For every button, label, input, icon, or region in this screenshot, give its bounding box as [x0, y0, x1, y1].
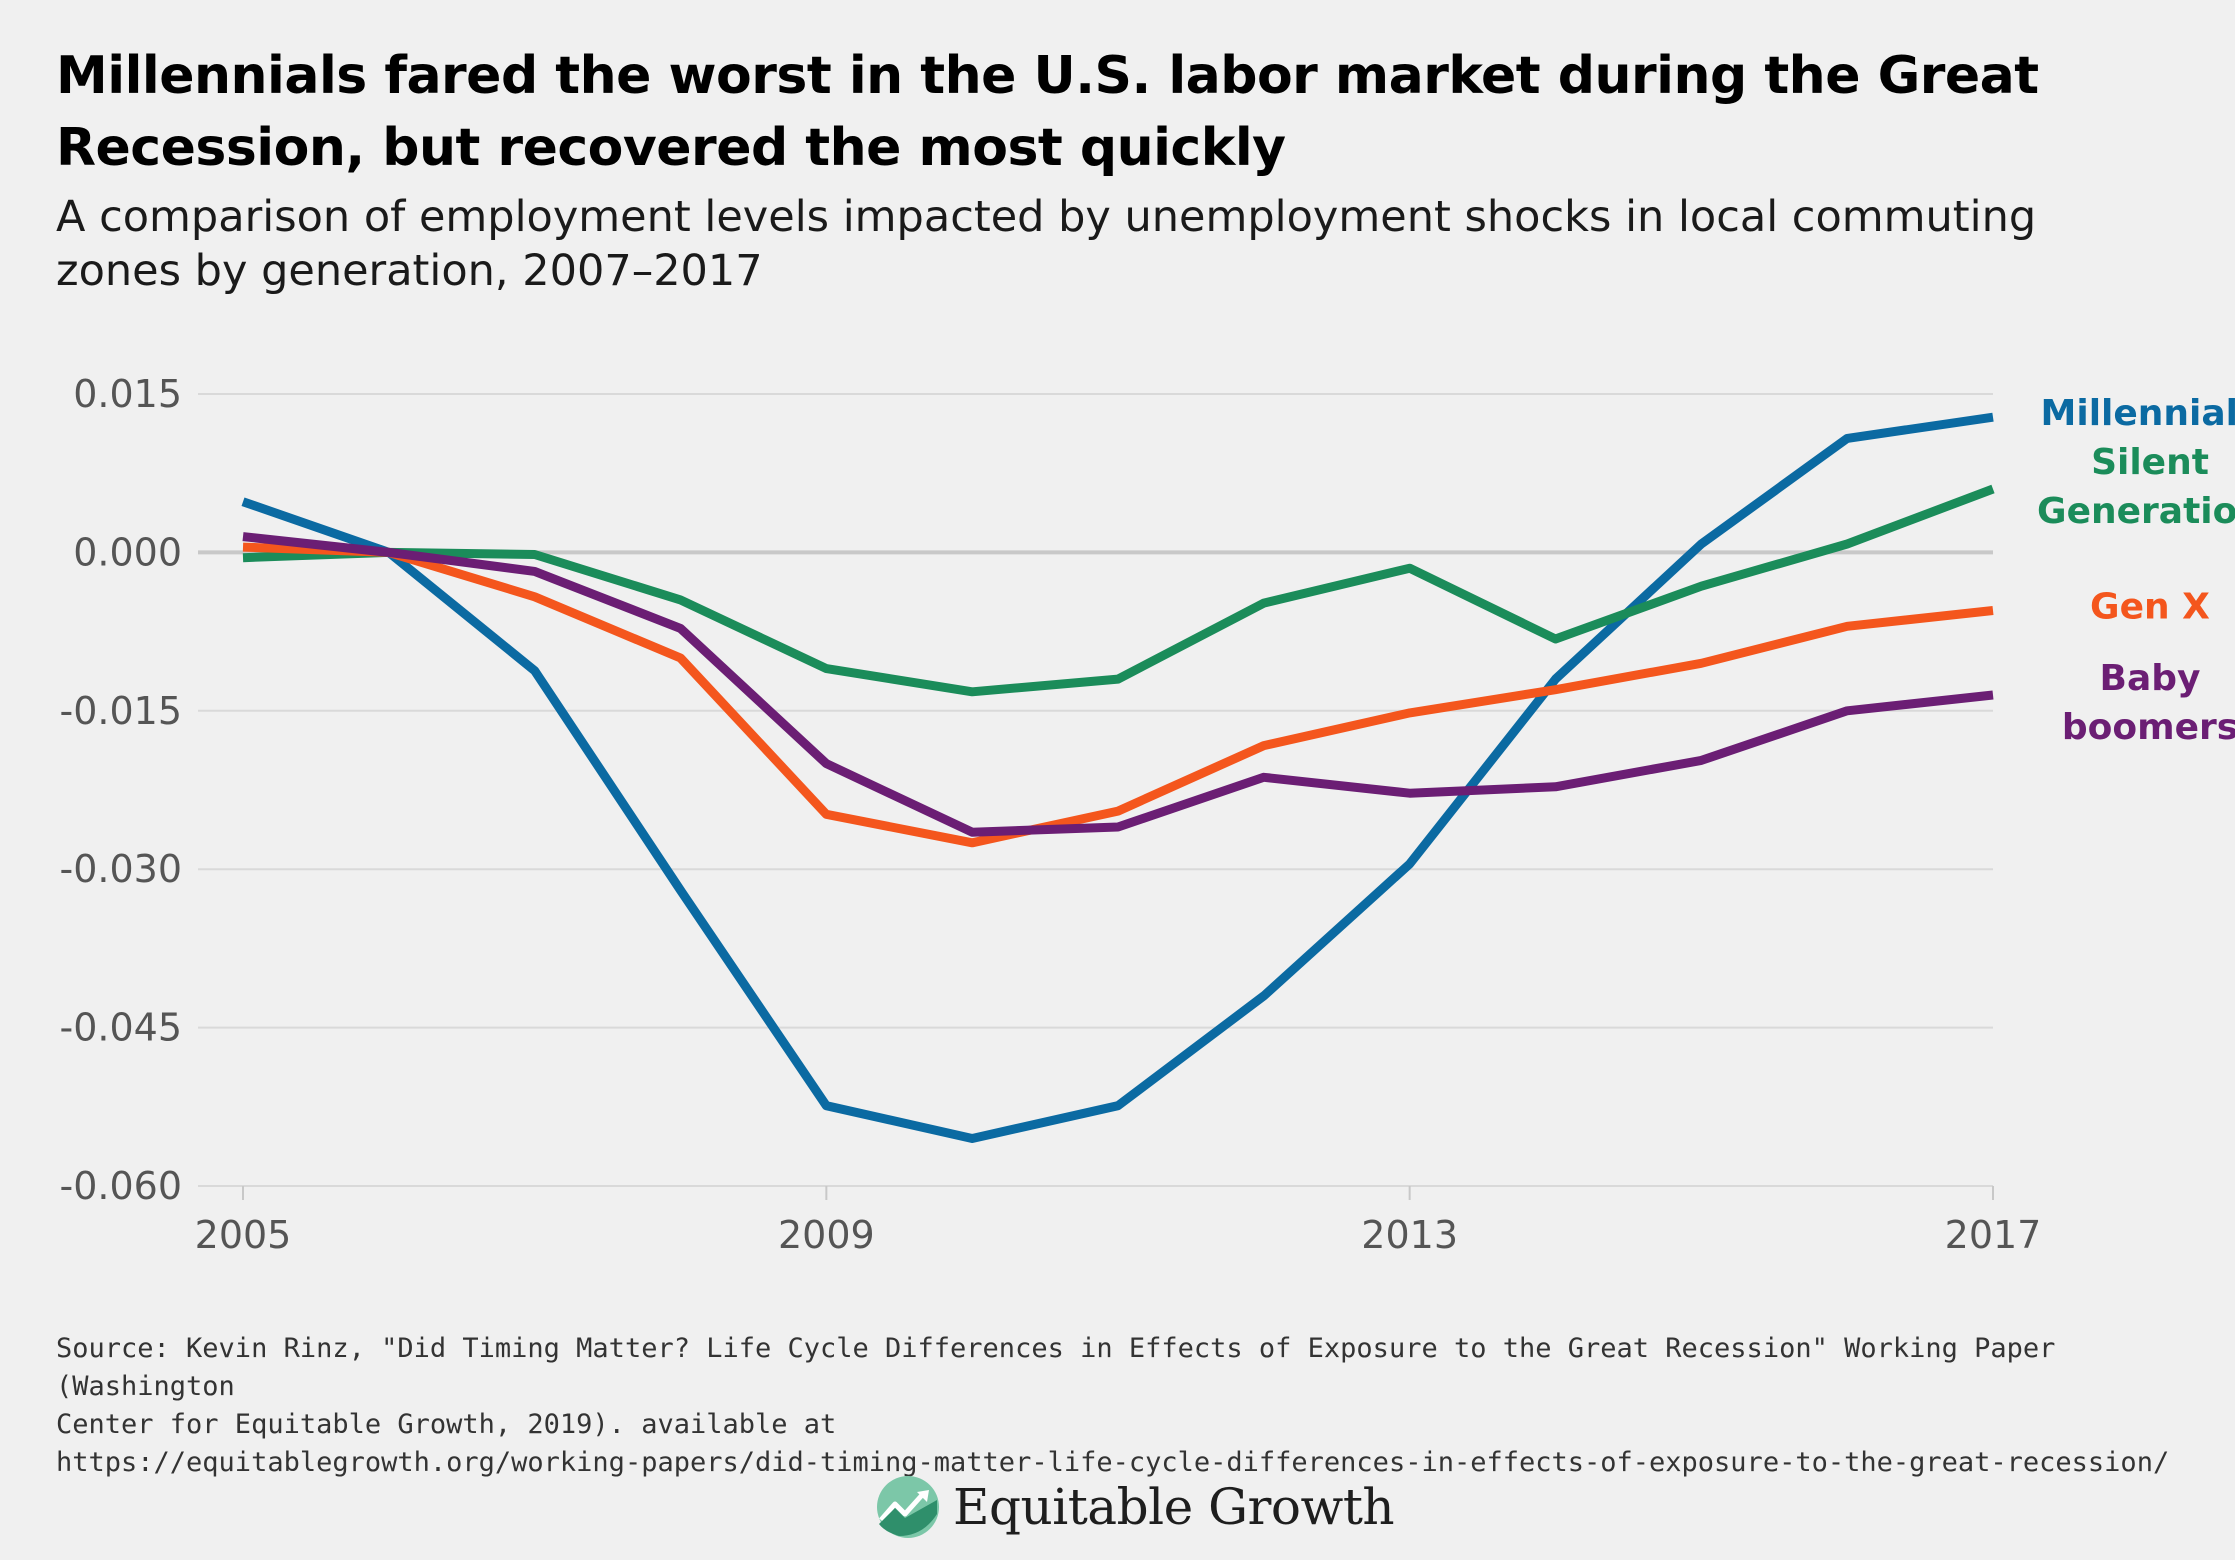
- y-tick-label: -0.060: [60, 1164, 183, 1208]
- y-tick-label: -0.030: [60, 847, 183, 891]
- chart-title: Millennials fared the worst in the U.S. …: [56, 46, 2039, 178]
- x-tick-label: 2009: [778, 1213, 875, 1257]
- chart-subtitle: A comparison of employment levels impact…: [56, 192, 2037, 296]
- series-label-gen-x: Gen X: [2090, 586, 2210, 627]
- y-tick-label: 0.000: [73, 530, 182, 574]
- series-label-baby-boomers: Baby boomers: [2062, 658, 2235, 748]
- x-tick-label: 2013: [1361, 1213, 1458, 1257]
- series-label-silent-generation: SilentGeneration: [2037, 442, 2235, 532]
- x-axis: 2005 2009 2013 2017: [195, 1186, 2042, 1257]
- source-line-2: Center for Equitable Growth, 2019). avai…: [56, 1409, 837, 1440]
- source-line-1: Source: Kevin Rinz, "Did Timing Matter? …: [56, 1333, 2056, 1402]
- source-note: Source: Kevin Rinz, "Did Timing Matter? …: [56, 1330, 2186, 1482]
- growth-chart-icon: [877, 1476, 939, 1538]
- logo-text: Equitable Growth: [953, 1478, 1395, 1536]
- series-labels: Millennials SilentGeneration Gen X Babyboom…: [2037, 393, 2235, 748]
- series-line-silent-generation: [242, 484, 1995, 697]
- series-line-millennials: [241, 412, 1994, 1143]
- source-line-3: https://equitablegrowth.org/working-pape…: [56, 1447, 2170, 1478]
- series-lines: [241, 412, 1995, 1143]
- x-tick-label: 2017: [1945, 1213, 2042, 1257]
- y-tick-label: -0.015: [60, 689, 183, 733]
- gridlines: [198, 393, 1993, 1187]
- x-tick-label: 2005: [195, 1213, 292, 1257]
- y-tick-label: 0.015: [73, 372, 182, 416]
- y-tick-label: -0.045: [60, 1006, 183, 1050]
- y-axis: 0.015 0.000 -0.015 -0.030 -0.045 -0.060: [60, 372, 183, 1208]
- series-line-gen-x: [242, 542, 1994, 848]
- series-line-baby-boomers: [242, 532, 1994, 837]
- equitable-growth-logo: Equitable Growth: [875, 1470, 1395, 1544]
- series-label-millennials: Millennials: [2041, 393, 2235, 434]
